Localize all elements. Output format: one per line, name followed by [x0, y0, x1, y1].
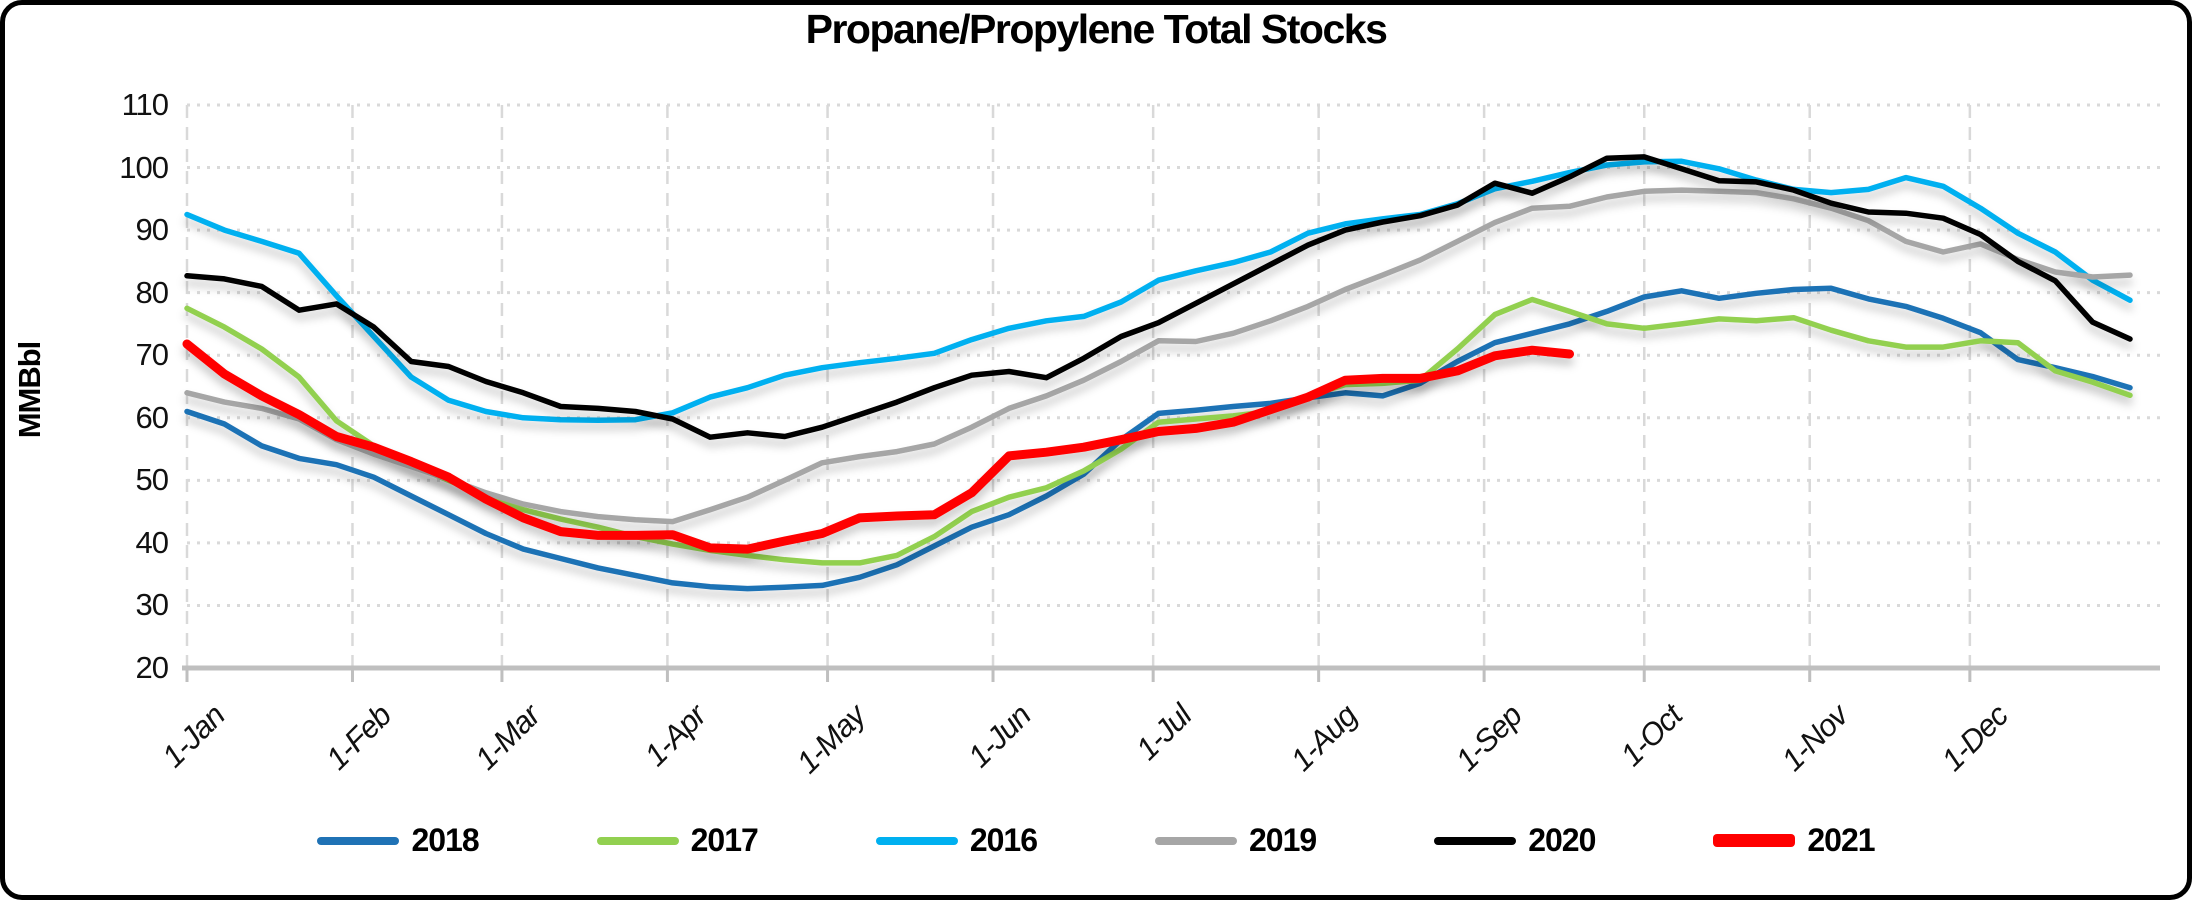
legend-swatch-2016	[875, 836, 958, 845]
series-line-2020	[184, 154, 2133, 440]
legend-item-2016: 2016	[875, 822, 1038, 859]
legend-item-2019: 2019	[1155, 822, 1317, 859]
legend-label-2020: 2020	[1528, 822, 1596, 858]
legend-swatch-2020	[1434, 836, 1517, 845]
legend-label-2018: 2018	[411, 822, 479, 858]
legend-swatch-2018	[317, 836, 400, 845]
legend-swatch-2019	[1155, 836, 1237, 845]
y-tick-label: 70	[135, 337, 169, 373]
legend-item-2017: 2017	[596, 822, 759, 859]
series-line-2019	[184, 187, 2133, 525]
y-tick-label: 110	[121, 86, 169, 122]
legend-item-2018: 2018	[317, 822, 480, 859]
y-tick-label: 60	[135, 399, 169, 435]
legend-label-2021: 2021	[1807, 822, 1875, 858]
legend-item-2020: 2020	[1434, 822, 1596, 859]
y-tick-label: 20	[135, 650, 169, 685]
legend: 2018 2017 2016 2019 2020 2021	[0, 822, 2192, 859]
y-axis-title: MMBbl	[12, 341, 47, 439]
series-line-2017	[184, 296, 2133, 566]
y-tick-label: 50	[135, 462, 169, 498]
legend-item-2021: 2021	[1713, 822, 1876, 859]
series-line-2016	[184, 158, 2133, 424]
legend-label-2019: 2019	[1249, 822, 1317, 858]
series-line-2021	[182, 339, 1574, 554]
chart-title: Propane/Propylene Total Stocks	[805, 6, 1388, 52]
y-tick-label: 30	[135, 587, 169, 623]
legend-label-2017: 2017	[690, 822, 759, 858]
y-tick-label: 80	[135, 274, 169, 310]
y-tick-label: 40	[135, 524, 169, 560]
legend-label-2016: 2016	[969, 822, 1038, 858]
y-tick-label: 100	[119, 149, 169, 185]
series-line-2018	[184, 285, 2133, 592]
legend-swatch-2017	[596, 836, 679, 845]
legend-swatch-2021	[1713, 834, 1796, 847]
y-tick-label: 90	[135, 212, 169, 248]
